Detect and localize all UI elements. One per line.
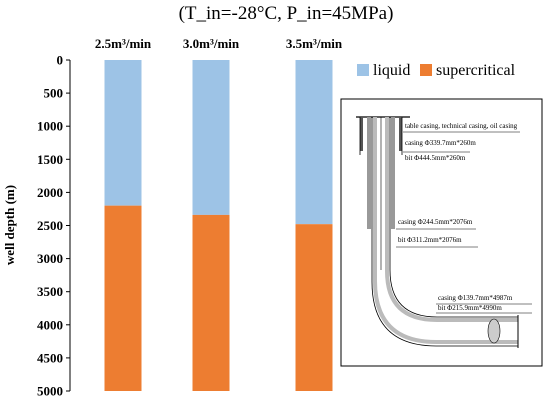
bars-group bbox=[104, 60, 333, 391]
legend-swatch-supercritical bbox=[420, 64, 432, 76]
y-tick-label: 1500 bbox=[37, 152, 63, 167]
y-tick-label: 3000 bbox=[37, 251, 63, 266]
category-label: 2.5m³/min bbox=[95, 36, 152, 51]
oil-casing-fill bbox=[373, 117, 518, 344]
drill-bit bbox=[487, 318, 501, 344]
y-tick-label: 4000 bbox=[37, 317, 63, 332]
oil-casing-fill bbox=[385, 117, 518, 322]
y-tick-label: 4500 bbox=[37, 350, 63, 365]
technical-casing-wall bbox=[391, 117, 395, 229]
category-labels-group: 2.5m³/min 3.0m³/min 3.5m³/min bbox=[95, 36, 343, 51]
inset-label-casing-types: table casing, technical casing, oil casi… bbox=[405, 122, 518, 130]
inset-label-casing-2: casing Φ244.5mm*2076m bbox=[398, 218, 473, 226]
inset-label-bit-2: bit Φ311.2mm*2076m bbox=[398, 236, 462, 244]
y-tick-label: 2000 bbox=[37, 185, 63, 200]
y-tick-label: 500 bbox=[44, 86, 64, 101]
table-casing-shoulder bbox=[360, 117, 363, 151]
bar-segment-supercritical bbox=[295, 224, 333, 391]
bar-segment-liquid bbox=[192, 60, 230, 215]
bar-segment-supercritical bbox=[104, 205, 142, 391]
bar-segment-liquid bbox=[295, 60, 333, 225]
technical-casing-wall bbox=[367, 117, 371, 229]
well-schematic-inset: table casing, technical casing, oil casi… bbox=[340, 98, 543, 367]
bar-segment-supercritical bbox=[192, 214, 230, 391]
y-tick-label: 3500 bbox=[37, 284, 63, 299]
y-axis-label: well depth (m) bbox=[2, 185, 17, 265]
legend: liquid supercritical bbox=[357, 62, 516, 79]
y-ticks-group: 0 500 1000 1500 2000 2500 3000 3500 4000 4500 5000 bbox=[37, 53, 70, 399]
inset-label-bit-1: bit Φ444.5mm*260m bbox=[405, 154, 466, 162]
y-tick-label: 1000 bbox=[37, 119, 63, 134]
table-casing-shoulder bbox=[399, 117, 402, 151]
legend-swatch-liquid bbox=[357, 64, 369, 76]
y-tick-label: 0 bbox=[57, 53, 64, 68]
legend-label-supercritical: supercritical bbox=[436, 62, 516, 79]
chart-title: (T_in=-28°C, P_in=45MPa) bbox=[179, 3, 394, 24]
category-label: 3.0m³/min bbox=[183, 36, 240, 51]
legend-label-liquid: liquid bbox=[373, 62, 410, 79]
y-tick-label: 5000 bbox=[37, 384, 63, 399]
inset-label-casing-3: casing Φ139.7mm*4987m bbox=[438, 294, 513, 302]
bar-segment-liquid bbox=[104, 60, 142, 206]
inset-label-bit-3: bit Φ215.9mm*4990m bbox=[438, 304, 502, 312]
oil-casing-inner bbox=[389, 117, 518, 318]
inset-label-casing-1: casing Φ339.7mm*260m bbox=[405, 139, 476, 147]
oil-casing-outer bbox=[371, 117, 518, 347]
category-label: 3.5m³/min bbox=[286, 36, 343, 51]
y-tick-label: 2500 bbox=[37, 218, 63, 233]
